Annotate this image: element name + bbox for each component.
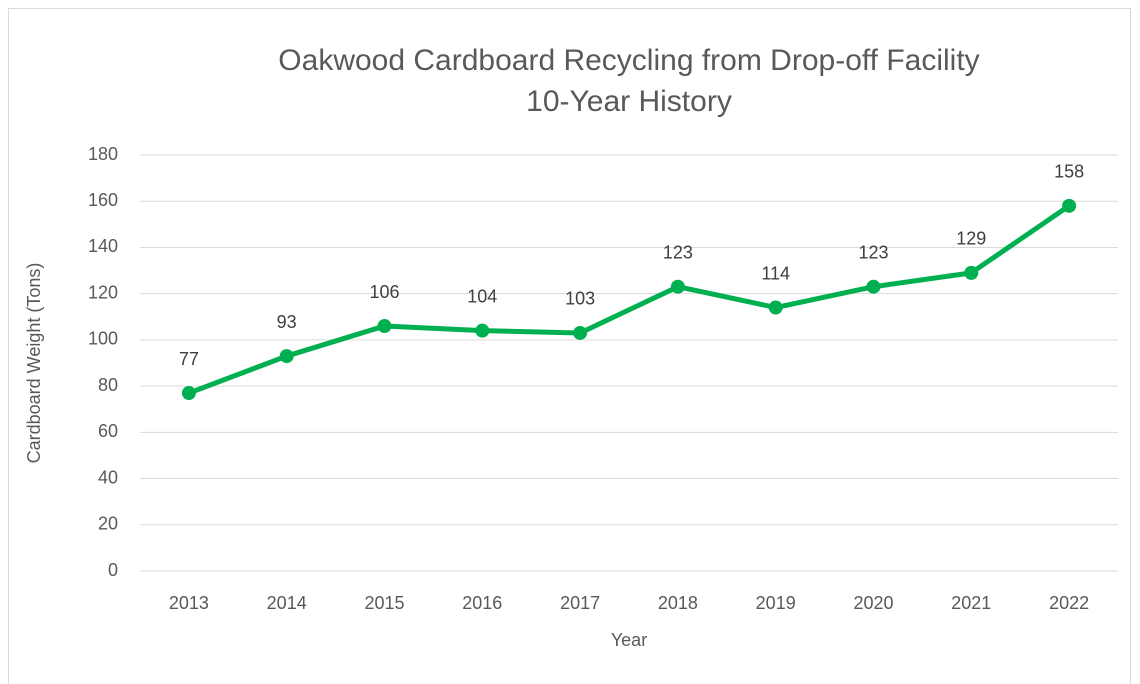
data-line	[188, 203, 1071, 396]
data-point	[670, 279, 685, 294]
y-tick-label: 120	[88, 282, 118, 302]
data-point	[475, 323, 490, 338]
data-point	[279, 349, 294, 364]
x-axis-title: Year	[611, 630, 647, 650]
chart-title: 10-Year History	[526, 85, 732, 118]
x-tick-label: 2017	[560, 593, 600, 613]
y-tick-label: 20	[98, 514, 118, 534]
x-tick-label: 2019	[756, 593, 796, 613]
x-tick-label: 2021	[951, 593, 991, 613]
x-tick-label: 2022	[1049, 593, 1089, 613]
data-point	[866, 279, 881, 294]
y-tick-label: 80	[98, 375, 118, 395]
data-label: 93	[277, 312, 297, 332]
data-label: 123	[858, 242, 888, 262]
y-tick-label: 0	[108, 560, 118, 580]
data-label: 158	[1054, 162, 1084, 182]
data-point	[1062, 198, 1077, 213]
y-tick-label: 180	[88, 144, 118, 164]
data-label: 123	[663, 242, 693, 262]
data-point	[964, 265, 979, 280]
data-point	[181, 386, 196, 401]
y-tick-label: 140	[88, 236, 118, 256]
x-tick-label: 2014	[267, 593, 307, 613]
y-tick-label: 60	[98, 421, 118, 441]
data-label: 77	[179, 349, 199, 369]
x-tick-label: 2013	[169, 593, 209, 613]
data-label: 103	[565, 289, 595, 309]
data-point	[377, 319, 392, 334]
data-label: 106	[369, 282, 399, 302]
y-tick-label: 160	[88, 190, 118, 210]
data-point	[573, 325, 588, 340]
x-tick-label: 2016	[462, 593, 502, 613]
data-point	[768, 300, 783, 315]
y-tick-label: 40	[98, 467, 118, 487]
y-tick-label: 100	[88, 329, 118, 349]
chart-title: Oakwood Cardboard Recycling from Drop-of…	[278, 44, 979, 77]
y-axis-title: Cardboard Weight (Tons)	[24, 263, 44, 464]
data-label: 104	[467, 286, 497, 306]
x-tick-label: 2018	[658, 593, 698, 613]
data-label: 114	[761, 263, 790, 283]
x-tick-label: 2020	[853, 593, 893, 613]
chart-border	[8, 8, 1131, 684]
data-label: 129	[956, 229, 986, 249]
x-tick-label: 2015	[364, 593, 404, 613]
